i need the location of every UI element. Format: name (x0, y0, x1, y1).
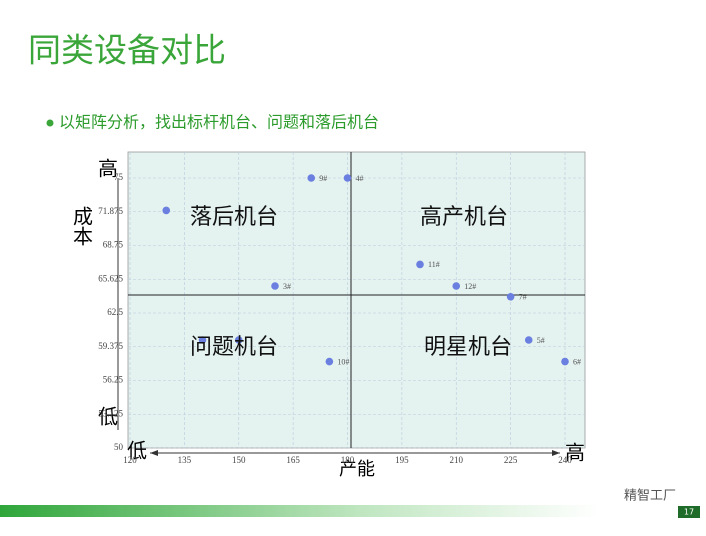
y-low: 低 (98, 405, 118, 429)
x-tick-label: 195 (395, 455, 409, 465)
quadrant-label: 明星机台 (424, 335, 512, 360)
point (452, 282, 461, 290)
point-label: 7# (519, 293, 527, 302)
quadrant-label: 落后机台 (190, 205, 278, 230)
x-tick-label: 135 (178, 455, 192, 465)
quadrant-label: 问题机台 (190, 335, 278, 360)
y-tick-label: 62.5 (107, 307, 123, 317)
y-tick-label: 65.625 (98, 273, 123, 283)
x-tick-label: 225 (504, 455, 518, 465)
x-tick-label: 240 (558, 455, 572, 465)
x-tick-label: 180 (341, 455, 355, 465)
x-axis-label: 产能 (339, 459, 375, 480)
point (198, 336, 207, 344)
point-label: 3# (283, 282, 291, 291)
point (343, 174, 352, 182)
y-tick-label: 71.875 (98, 206, 123, 216)
quadrant-label: 高产机台 (420, 205, 508, 230)
title: 同类设备对比 (28, 31, 226, 70)
point (325, 357, 334, 366)
y-tick-label: 50 (114, 442, 124, 452)
page-number: 17 (684, 508, 694, 517)
y-tick-label: 53.125 (98, 408, 123, 418)
page-box (678, 506, 700, 518)
point (506, 293, 515, 301)
point (234, 336, 243, 344)
point (524, 336, 533, 344)
footer-brand: 精智工厂 (624, 489, 676, 504)
y-high: 高 (98, 157, 118, 181)
x-tick-label: 120 (123, 455, 137, 465)
bullet-dot (46, 119, 54, 127)
point-label: 9# (319, 174, 327, 183)
point-label: 12# (464, 282, 476, 291)
y-tick-label: 56.25 (103, 375, 124, 385)
point (162, 206, 171, 215)
x-tick-label: 150 (232, 455, 246, 465)
point-label: 5# (537, 336, 545, 345)
point (271, 282, 279, 290)
y-tick-label: 59.375 (98, 341, 123, 351)
plot-bg (127, 151, 586, 449)
x-tick-label: 210 (450, 455, 464, 465)
point (561, 357, 569, 366)
bullet-text: 以矩阵分析，找出标杆机台、问题和落后机台 (59, 113, 379, 132)
point-label: 11# (428, 260, 440, 269)
y-axis-label: 成本 (70, 206, 94, 246)
point-label: 4# (356, 174, 364, 183)
point (416, 260, 424, 269)
y-tick-label: 75 (114, 172, 124, 182)
y-tick-label: 68.75 (103, 240, 124, 250)
point-label: 10# (337, 357, 349, 366)
x-tick-label: 165 (286, 455, 300, 465)
point-label: 6# (573, 357, 581, 366)
x-low: 低 (127, 439, 147, 463)
point (307, 174, 316, 182)
footer-band (0, 505, 600, 517)
x-high: 高 (565, 441, 585, 465)
